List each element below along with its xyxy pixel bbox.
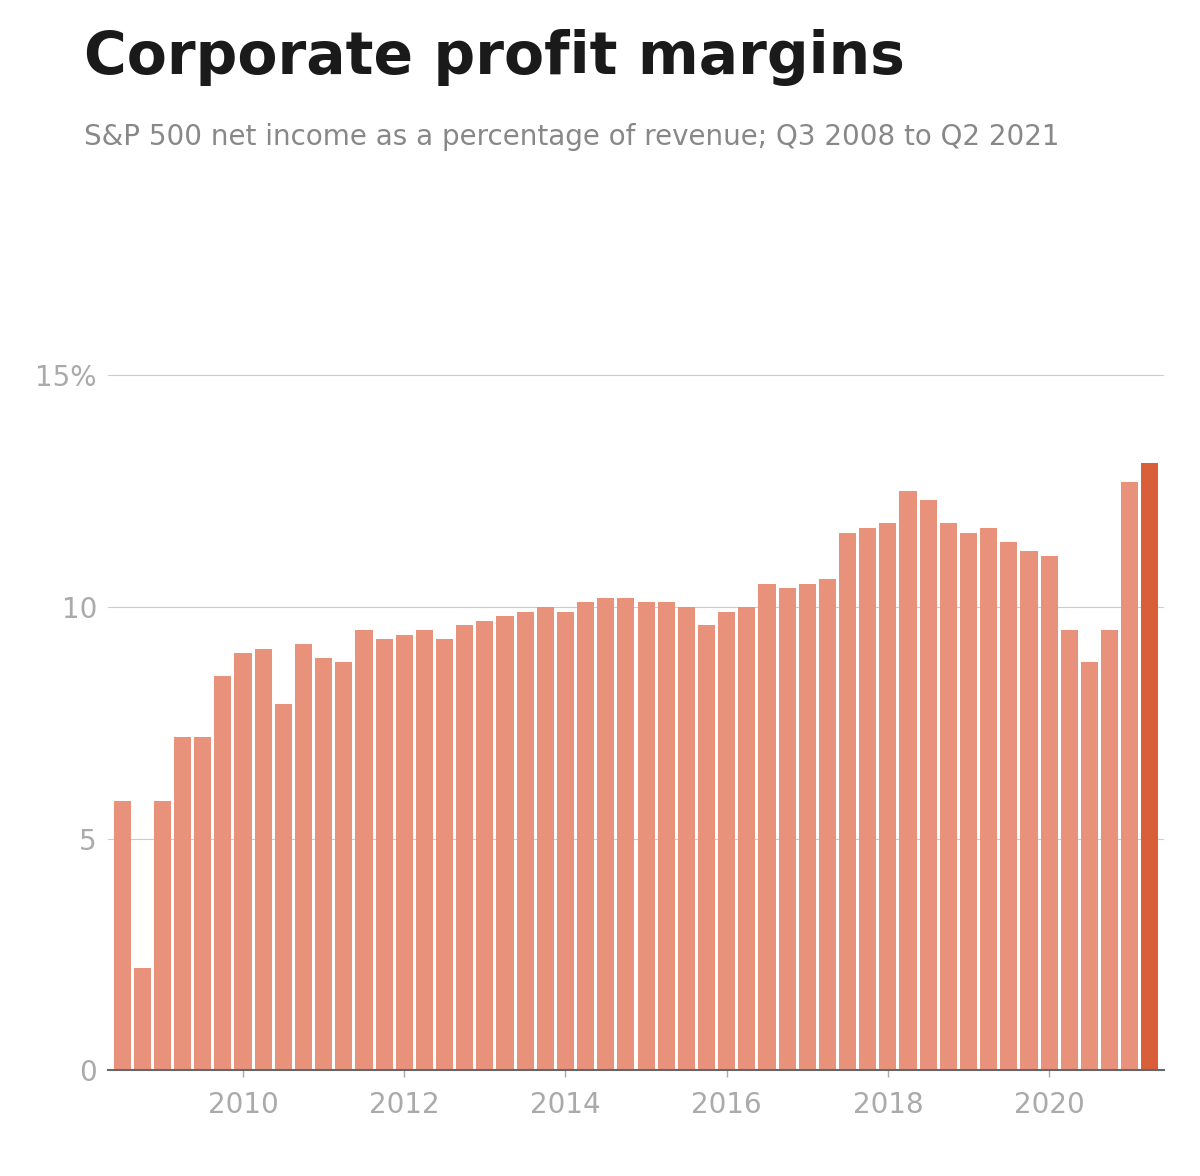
Bar [194, 736, 211, 1070]
Bar [1121, 482, 1139, 1070]
Bar [718, 612, 736, 1070]
Bar [295, 644, 312, 1070]
Bar [355, 630, 372, 1070]
Bar [456, 626, 473, 1070]
Bar [133, 968, 151, 1070]
Bar [1001, 542, 1018, 1070]
Bar [738, 607, 756, 1070]
Text: S&P 500 net income as a percentage of revenue; Q3 2008 to Q2 2021: S&P 500 net income as a percentage of re… [84, 123, 1060, 152]
Bar [698, 626, 715, 1070]
Bar [1081, 662, 1098, 1070]
Bar [859, 528, 876, 1070]
Bar [919, 500, 937, 1070]
Bar [980, 528, 997, 1070]
Bar [215, 676, 232, 1070]
Bar [436, 640, 454, 1070]
Bar [598, 597, 614, 1070]
Bar [617, 597, 635, 1070]
Bar [1141, 463, 1158, 1070]
Bar [275, 704, 292, 1070]
Bar [396, 635, 413, 1070]
Bar [900, 492, 917, 1070]
Bar [516, 612, 534, 1070]
Bar [335, 662, 353, 1070]
Bar [174, 736, 191, 1070]
Bar [678, 607, 695, 1070]
Bar [637, 602, 655, 1070]
Bar [114, 802, 131, 1070]
Bar [316, 657, 332, 1070]
Bar [416, 630, 433, 1070]
Bar [557, 612, 574, 1070]
Bar [1020, 552, 1038, 1070]
Bar [779, 588, 796, 1070]
Bar [1040, 556, 1057, 1070]
Bar [154, 802, 170, 1070]
Text: Corporate profit margins: Corporate profit margins [84, 29, 905, 86]
Bar [880, 523, 896, 1070]
Bar [577, 602, 594, 1070]
Bar [536, 607, 554, 1070]
Bar [940, 523, 956, 1070]
Bar [799, 583, 816, 1070]
Bar [839, 533, 856, 1070]
Bar [1102, 630, 1118, 1070]
Bar [960, 533, 977, 1070]
Bar [497, 616, 514, 1070]
Bar [376, 640, 392, 1070]
Bar [818, 579, 836, 1070]
Bar [658, 602, 674, 1070]
Bar [1061, 630, 1078, 1070]
Bar [234, 653, 252, 1070]
Bar [476, 621, 493, 1070]
Bar [254, 649, 271, 1070]
Bar [758, 583, 775, 1070]
